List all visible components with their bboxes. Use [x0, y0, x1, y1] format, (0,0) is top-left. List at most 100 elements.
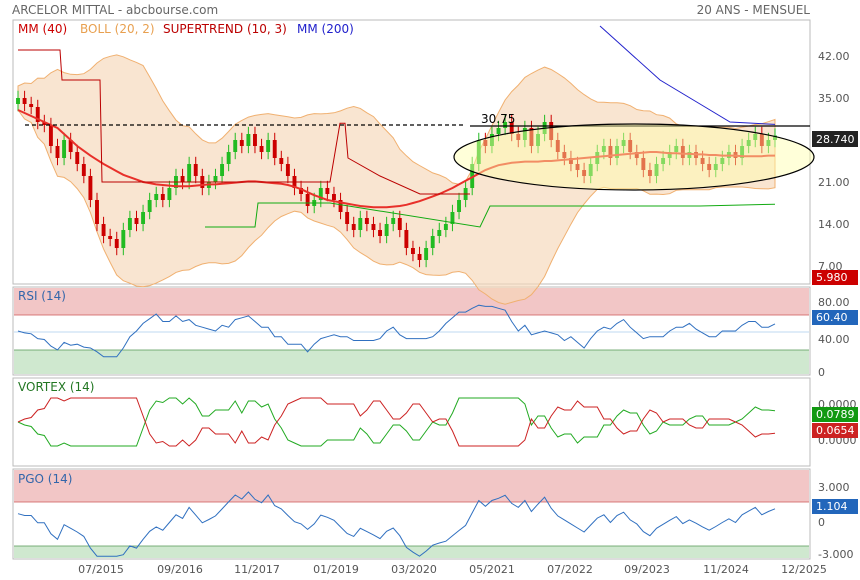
legend-boll: BOLL (20, 2) [80, 22, 155, 36]
candle [562, 144, 567, 166]
rsi-overbought-zone [14, 288, 809, 315]
candle [154, 186, 159, 208]
candle [233, 132, 238, 160]
candle [35, 99, 40, 130]
candle [259, 138, 264, 160]
candle [160, 186, 165, 208]
candle [404, 222, 409, 256]
vortex-panel [12, 377, 811, 467]
candle [127, 210, 132, 238]
candle [75, 144, 80, 172]
pgo-value: 1.104 [816, 500, 848, 513]
candle [437, 222, 442, 244]
mm200-line [599, 25, 776, 125]
candle [489, 126, 494, 154]
candle [759, 126, 764, 154]
bollinger-band [17, 54, 776, 305]
candle [68, 132, 73, 160]
candle [509, 114, 514, 142]
candle [483, 132, 488, 154]
candle [555, 132, 560, 160]
pgo-upper-zone [14, 470, 809, 502]
candle [29, 96, 34, 115]
vortex-plus-badge [812, 407, 858, 422]
x-tick-label: 11/2024 [703, 563, 749, 576]
candle [549, 114, 554, 148]
x-tick-label: 05/2021 [469, 563, 515, 576]
candle [114, 231, 119, 256]
candle [522, 120, 527, 148]
candle [285, 156, 290, 184]
pgo-badge [812, 499, 858, 514]
pgo-tick-3: 3.000 [818, 481, 850, 494]
candle [588, 156, 593, 184]
legend-mm200: MM (200) [297, 22, 354, 36]
x-tick-label: 12/2025 [781, 563, 827, 576]
candle [384, 216, 389, 244]
candle [220, 156, 225, 184]
candle [81, 156, 86, 184]
candle [226, 144, 231, 172]
candle [575, 156, 580, 178]
candle [371, 216, 376, 238]
chart-title: ARCELOR MITTAL - abcbourse.com [12, 3, 218, 17]
vortex-plus-value: 0.0789 [816, 408, 855, 421]
candle [121, 222, 126, 256]
candle [582, 162, 587, 184]
candle [351, 216, 356, 238]
vortex-minus-badge [812, 423, 858, 438]
candle [345, 204, 350, 232]
ytick-35: 35.00 [818, 92, 850, 105]
ytick-7: 7.00 [818, 260, 843, 273]
candle [621, 132, 626, 154]
candle [193, 156, 198, 184]
rsi-tick-40: 40.00 [818, 333, 850, 346]
rsi-title: RSI (14) [18, 289, 66, 303]
rsi-badge [812, 310, 858, 325]
legend-supertrend: SUPERTREND (10, 3) [163, 22, 287, 36]
candle [450, 204, 455, 232]
vortex-minus-line [17, 397, 776, 447]
candle [299, 180, 304, 202]
candle [338, 192, 343, 220]
candle [378, 222, 383, 244]
pgo-title: PGO (14) [18, 472, 72, 486]
candle [430, 228, 435, 256]
candle [516, 126, 521, 148]
vortex-title: VORTEX (14) [18, 380, 95, 394]
legend-mm40: MM (40) [18, 22, 67, 36]
candle [713, 156, 718, 178]
candle [615, 138, 619, 166]
candle [22, 90, 27, 112]
ytick-21: 21.00 [818, 176, 850, 189]
candle [213, 168, 218, 190]
x-tick-label: 09/2023 [624, 563, 670, 576]
candle [147, 192, 152, 220]
candle [62, 132, 67, 166]
candle [325, 180, 330, 202]
candle [674, 138, 679, 160]
candle [391, 210, 396, 232]
candle [654, 156, 659, 184]
candle [95, 192, 99, 232]
ytick-14: 14.00 [818, 218, 850, 231]
candle [424, 240, 429, 268]
candle [187, 156, 192, 190]
candle [457, 192, 461, 220]
candle [101, 216, 106, 244]
candle [536, 126, 540, 154]
candle [746, 132, 751, 154]
candle [410, 240, 415, 262]
x-tick-label: 07/2015 [78, 563, 124, 576]
low-price-badge [812, 270, 858, 285]
candle [108, 228, 113, 247]
candle [766, 132, 771, 154]
candle [687, 144, 692, 166]
pgo-lower-zone [14, 546, 809, 558]
candle [707, 156, 712, 178]
x-tick-label: 01/2019 [313, 563, 359, 576]
candle [358, 210, 363, 238]
vortex-plus-line [17, 397, 776, 447]
candle [272, 132, 277, 166]
